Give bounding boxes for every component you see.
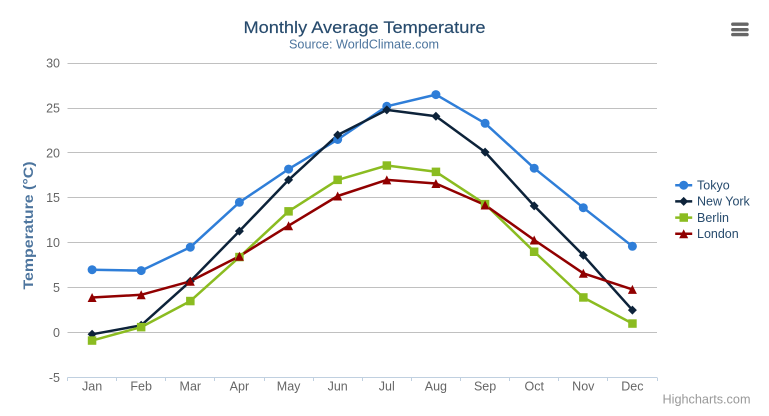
svg-text:0: 0 — [53, 326, 60, 340]
svg-text:5: 5 — [53, 281, 60, 295]
svg-text:Jun: Jun — [328, 380, 348, 394]
svg-text:Jul: Jul — [379, 380, 395, 394]
svg-text:15: 15 — [46, 191, 60, 205]
svg-text:London: London — [697, 227, 739, 241]
svg-text:New York: New York — [697, 195, 751, 209]
svg-text:May: May — [277, 380, 301, 394]
svg-text:Nov: Nov — [572, 380, 595, 394]
svg-text:Tokyo: Tokyo — [697, 179, 730, 193]
svg-text:10: 10 — [46, 236, 60, 250]
svg-text:Oct: Oct — [524, 380, 544, 394]
svg-text:30: 30 — [46, 57, 60, 71]
svg-text:Dec: Dec — [621, 380, 643, 394]
svg-text:-5: -5 — [49, 371, 60, 385]
svg-text:20: 20 — [46, 146, 60, 160]
svg-text:Berlin: Berlin — [697, 211, 729, 225]
svg-text:25: 25 — [46, 102, 60, 116]
svg-text:Feb: Feb — [130, 380, 152, 394]
svg-text:Source: WorldClimate.com: Source: WorldClimate.com — [289, 38, 439, 52]
svg-text:Mar: Mar — [180, 380, 202, 394]
svg-text:Jan: Jan — [82, 380, 102, 394]
svg-text:Highcharts.com: Highcharts.com — [663, 393, 751, 407]
svg-text:Aug: Aug — [425, 380, 447, 394]
svg-text:Monthly Average Temperature: Monthly Average Temperature — [244, 19, 486, 37]
svg-text:Apr: Apr — [230, 380, 249, 394]
svg-text:Sep: Sep — [474, 380, 496, 394]
svg-text:Temperature (°C): Temperature (°C) — [21, 162, 36, 290]
